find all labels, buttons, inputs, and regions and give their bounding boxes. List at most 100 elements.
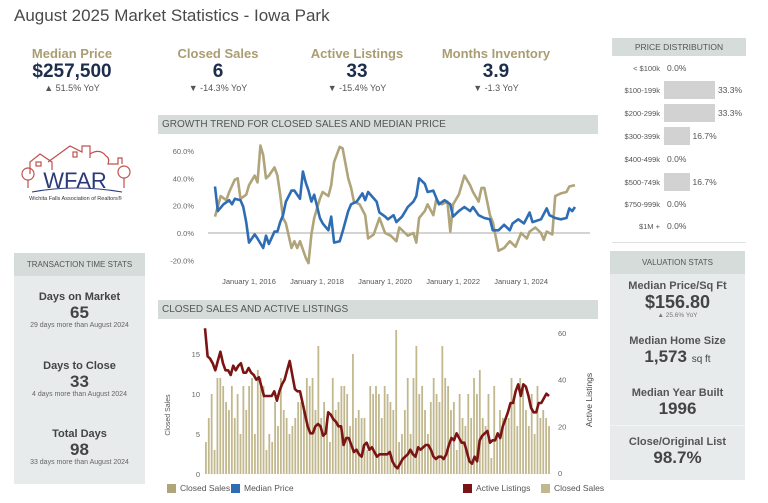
bucket-label: < $100k xyxy=(633,64,660,73)
closed-sales-bar xyxy=(496,434,499,474)
kpi-median-price: Median Price $257,500 ▲ 51.5% YoY xyxy=(2,46,142,93)
valuation-stats-panel: Median Price/Sq Ft $156.80 ▲ 25.6% YoY M… xyxy=(610,274,745,480)
y-tick-label: 60.0% xyxy=(173,147,195,156)
closed-sales-bar xyxy=(282,410,285,474)
price-bucket-row: $300-399k 16.7% xyxy=(612,126,752,146)
stat-value: 1996 xyxy=(658,399,697,418)
closed-sales-bar xyxy=(527,426,530,474)
stat-label: Median Home Size xyxy=(629,335,726,347)
closed-sales-bar xyxy=(427,434,429,474)
sales-chart-header: CLOSED SALES AND ACTIVE LISTINGS xyxy=(158,300,598,319)
closed-sales-bar xyxy=(493,386,496,474)
legend-median-price: Median Price xyxy=(231,483,294,493)
closed-sales-bar xyxy=(236,394,239,474)
kpi-change: ▼ -14.3% YoY xyxy=(188,83,248,93)
bucket-percent: 0.0% xyxy=(667,154,687,164)
closed-sales-bar xyxy=(510,378,513,474)
closed-sales-bar xyxy=(398,442,400,474)
kpi-change: ▼ -15.4% YoY xyxy=(327,83,387,93)
divider xyxy=(612,242,746,243)
closed-sales-bar xyxy=(522,386,524,474)
closed-sales-bar xyxy=(213,450,216,474)
closed-sales-bar xyxy=(542,410,545,474)
kpi-label: Median Price xyxy=(31,46,113,61)
closed-sales-bar xyxy=(230,386,233,474)
kpi-change: ▼ -1.3 YoY xyxy=(473,83,519,93)
price-bucket-row: $200-299k 33.3% xyxy=(612,103,752,123)
stat-label: Days to Close xyxy=(43,360,116,372)
closed-sales-bar xyxy=(326,418,328,474)
bucket-percent: 0.0% xyxy=(667,199,687,209)
closed-sales-bar xyxy=(406,378,409,474)
legend-label: Closed Sales xyxy=(554,483,605,493)
closed-sales-bar xyxy=(254,434,256,474)
closed-sales-bar xyxy=(360,418,363,474)
days-on-market: Days on Market 65 29 days more than Augu… xyxy=(14,291,145,329)
bucket-percent: 16.7% xyxy=(692,131,717,141)
closed-sales-bar xyxy=(461,418,464,474)
closed-sales-bar xyxy=(349,426,351,474)
y-axis-label: Closed Sales xyxy=(165,394,172,436)
y-tick-label: 40.0% xyxy=(173,174,195,183)
stat-note: 33 days more than August 2024 xyxy=(30,459,129,466)
closed-sales-bar xyxy=(501,418,504,474)
closed-sales-bar xyxy=(343,386,346,474)
closed-sales-bar xyxy=(507,418,510,474)
closed-sales-bar xyxy=(207,418,210,474)
closed-sales-bar xyxy=(415,346,418,474)
stat-value: $156.80 xyxy=(644,292,711,312)
closed-sales-bar xyxy=(504,418,507,474)
logo-caption: Wichita Falls Association of Realtors® xyxy=(29,196,122,202)
closed-sales-bar xyxy=(346,394,349,474)
kpi-label: Months Inventory xyxy=(441,46,551,61)
legend-swatch xyxy=(541,483,550,493)
bucket-label: $750-999k xyxy=(624,200,660,209)
closed-sales-bar xyxy=(484,426,487,474)
y-tick-label: 5 xyxy=(196,430,200,439)
closed-sales-bar xyxy=(323,402,326,474)
y2-tick-label: 0 xyxy=(558,469,562,478)
closed-sales-bar xyxy=(297,402,300,474)
closed-sales-bar xyxy=(499,410,501,474)
closed-sales-bar xyxy=(300,402,302,474)
bucket-percent: 33.3% xyxy=(717,108,743,118)
price-bucket-row: $500-749k 16.7% xyxy=(612,172,752,192)
kpi-label: Closed Sales xyxy=(177,46,259,61)
y-tick-label: 15 xyxy=(192,350,200,359)
closed-sales-bar xyxy=(536,386,539,474)
closed-sales-bar xyxy=(435,394,438,474)
closed-sales-bar xyxy=(242,386,245,474)
bucket-label: $400-499k xyxy=(624,155,660,164)
x-tick-label: January 1, 2020 xyxy=(358,277,412,286)
stat-unit: sq ft xyxy=(691,354,711,365)
closed-sales-bar xyxy=(539,418,542,474)
kpi-label: Active Listings xyxy=(310,46,404,61)
closed-sales-bar xyxy=(219,378,222,474)
bucket-label: $500-749k xyxy=(624,178,660,187)
stat-label: Close/Original List xyxy=(628,436,727,448)
legend-label: Median Price xyxy=(244,483,294,493)
y-tick-label: 10 xyxy=(192,390,200,399)
price-distribution-header: PRICE DISTRIBUTION xyxy=(612,38,746,56)
closed-sales-bar xyxy=(395,330,398,474)
total-days: Total Days 98 33 days more than August 2… xyxy=(14,428,145,466)
closed-sales-bar xyxy=(334,410,337,474)
closed-sales-bar xyxy=(530,394,533,474)
price-bucket-row: $750-999k 0.0% xyxy=(612,194,752,214)
y2-tick-label: 60 xyxy=(558,329,566,338)
bucket-percent: 33.3% xyxy=(717,85,743,95)
bucket-percent: 0.0% xyxy=(667,221,687,231)
y-tick-label: -20.0% xyxy=(170,256,194,265)
kpi-active-listings: Active Listings 33 ▼ -15.4% YoY xyxy=(287,46,427,93)
y-tick-label: 0.0% xyxy=(177,229,194,238)
closed-sales-bar xyxy=(548,426,550,474)
closed-sales-bar xyxy=(331,378,334,474)
bucket-label: $200-299k xyxy=(624,109,660,118)
closed-sales-bar xyxy=(409,434,412,474)
closed-sales-bar xyxy=(222,386,225,474)
closed-sales-bar xyxy=(271,442,274,474)
bucket-bar xyxy=(664,173,690,191)
closed-sales-bar xyxy=(357,410,360,474)
closed-sales-bar xyxy=(294,418,297,474)
divider xyxy=(610,425,745,426)
